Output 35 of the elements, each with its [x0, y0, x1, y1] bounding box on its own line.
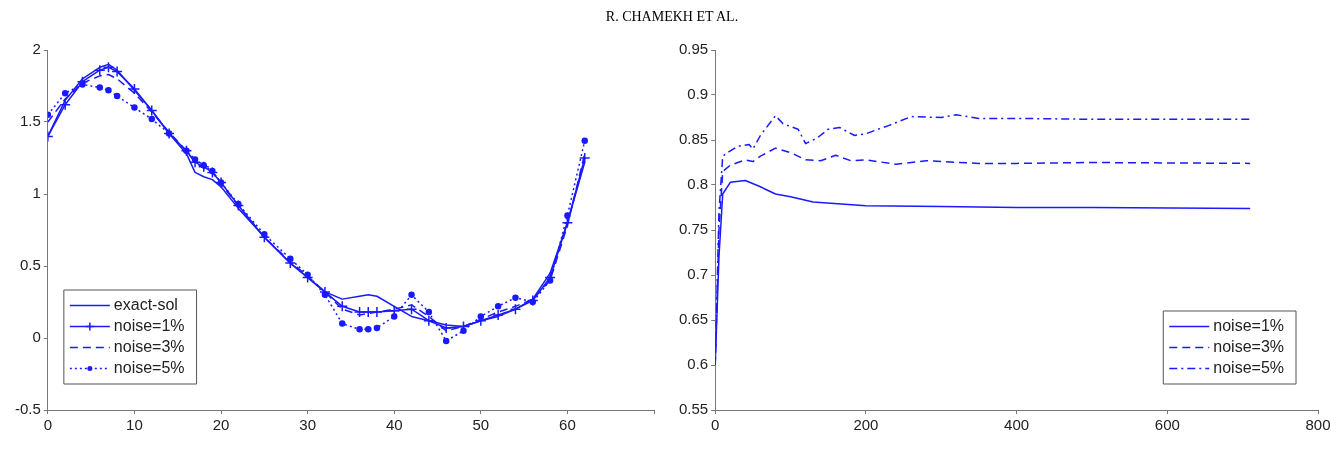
legend-label: noise=1%: [1213, 316, 1284, 334]
y-tick-label: 1: [32, 184, 41, 202]
x-tick-label: 0: [43, 416, 53, 434]
y-tick-label: 2: [32, 40, 41, 58]
y-tick-label: 0.7: [687, 265, 709, 283]
legend-label: noise=5%: [1213, 358, 1284, 376]
x-tick-label: 400: [1004, 416, 1030, 434]
y-tick-label: 0.65: [678, 310, 709, 328]
text: R. CHAMEKH ET AL.: [605, 9, 739, 24]
x-tick-label: 600: [1154, 416, 1180, 434]
x-tick-label: 800: [1305, 416, 1331, 434]
y-tick-label: 0.55: [678, 400, 709, 418]
x-tick-label: 60: [559, 416, 576, 434]
y-tick-label: 0.8: [687, 175, 709, 193]
y-tick-label: 0.6: [687, 355, 709, 373]
legend-label: noise=3%: [1213, 337, 1284, 355]
legend-label: noise=5%: [113, 358, 185, 376]
x-tick-label: 50: [472, 416, 490, 434]
x-tick-label: 0: [711, 416, 720, 434]
y-tick-label: 1.5: [19, 112, 41, 130]
y-tick-label: 0.95: [678, 40, 709, 58]
x-tick-label: 30: [299, 416, 316, 434]
x-tick-label: 200: [853, 416, 879, 434]
y-tick-label: 0.75: [678, 220, 709, 238]
y-tick-label: 0.85: [678, 130, 709, 148]
y-tick-label: 0.5: [19, 256, 41, 274]
x-tick-label: 20: [212, 416, 230, 434]
legend-label: exact-sol: [113, 295, 178, 313]
legend-label: noise=3%: [113, 337, 185, 355]
y-tick-label: 0.9: [687, 85, 709, 103]
x-tick-label: 40: [385, 416, 403, 434]
x-tick-label: 10: [126, 416, 143, 434]
y-tick-label: -0.5: [14, 400, 41, 418]
legend-label: noise=1%: [113, 316, 185, 334]
y-tick-label: 0: [32, 328, 41, 346]
